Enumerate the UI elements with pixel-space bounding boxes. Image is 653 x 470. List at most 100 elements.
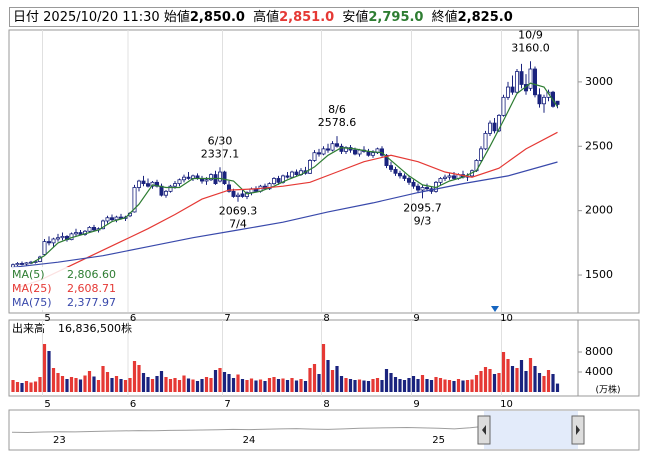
volume-bar: [263, 381, 267, 392]
volume-bar: [452, 381, 456, 392]
candle-body: [492, 122, 497, 132]
candle-body: [384, 154, 389, 166]
volume-bar: [402, 380, 407, 392]
volume-bar: [227, 374, 231, 392]
legend-name: MA(25): [12, 282, 52, 295]
candle-body: [388, 165, 393, 170]
volume-bar: [191, 379, 195, 392]
volume-bar: [65, 379, 69, 392]
volume-bar: [407, 378, 411, 392]
volume-bar: [137, 365, 141, 392]
volume-bar: [519, 360, 524, 392]
candle-body: [411, 181, 416, 187]
candle-body: [533, 68, 538, 96]
volume-bar: [537, 373, 542, 392]
candle-body: [105, 217, 110, 222]
volume-bar: [267, 378, 272, 392]
candle-body: [406, 178, 411, 183]
volume-bar: [114, 376, 119, 392]
candle-body: [420, 187, 425, 191]
y-tick-label: 8000: [585, 345, 613, 358]
label: 安値: [342, 10, 369, 25]
candle-body: [19, 263, 24, 265]
volume-bar: [434, 377, 438, 392]
x-tick-label: 9: [413, 399, 419, 410]
label: 高値: [253, 10, 280, 25]
volume-bar: [15, 382, 20, 392]
legend-name: MA(75): [12, 296, 52, 309]
volume-bar: [29, 382, 33, 392]
candle-body: [271, 178, 276, 185]
volume-bar: [249, 378, 254, 392]
volume-bar: [132, 361, 137, 392]
volume-bar: [492, 374, 497, 392]
handle-arrow[interactable]: [576, 425, 580, 435]
candle-body: [370, 152, 375, 156]
volume-bar: [272, 377, 276, 392]
volume-bar: [155, 376, 159, 392]
candle-body: [501, 96, 506, 116]
candle-body: [141, 180, 146, 185]
candle-body: [231, 190, 236, 197]
y-tick-label: 2500: [585, 139, 613, 152]
candle-body: [334, 143, 339, 147]
volume-unit: (万株): [595, 384, 620, 396]
x-tick-label: 9: [413, 313, 419, 324]
volume-bar: [438, 378, 443, 392]
y-tick-label: 1500: [585, 268, 613, 281]
volume-total: 16,836,500株: [58, 321, 132, 335]
volume-bar: [551, 374, 555, 392]
candle-body: [92, 226, 97, 231]
volume-bar: [254, 380, 258, 392]
volume-bar: [483, 367, 488, 392]
volume-bar: [375, 378, 380, 392]
navigator-selection[interactable]: [477, 411, 585, 449]
volume-bar: [105, 372, 110, 392]
x-tick-label: 6: [130, 313, 136, 324]
low: 2,795.0: [368, 10, 424, 25]
x-tick-label: 10: [500, 313, 513, 324]
volume-bar: [164, 377, 168, 392]
candle-body: [186, 176, 191, 179]
volume-bar: [209, 378, 213, 392]
y-tick-label: 3000: [585, 75, 613, 88]
volume-bar: [524, 371, 528, 392]
label: 始値: [163, 10, 190, 25]
candle-body: [42, 241, 47, 255]
volume-bar: [222, 372, 227, 392]
candle-body: [519, 71, 524, 85]
candle-body: [555, 100, 560, 105]
candle-body: [424, 187, 429, 190]
selection-window[interactable]: [484, 411, 578, 449]
candle-body: [496, 114, 501, 132]
candle-body: [451, 175, 456, 179]
candle-body: [24, 262, 29, 265]
volume-bar: [245, 380, 249, 392]
x-tick-label: 5: [44, 399, 50, 410]
x-tick-label: 5: [44, 313, 50, 324]
volume-bar: [416, 379, 420, 392]
volume-bar: [74, 378, 78, 392]
legend-name: MA(5): [12, 268, 45, 281]
volume-bar: [447, 380, 452, 392]
candle-body: [222, 171, 227, 185]
volume-bar: [456, 379, 461, 392]
volume-bar: [177, 380, 182, 392]
x-tick-label: 7: [224, 399, 230, 410]
label: 日付: [13, 10, 40, 25]
candle-body: [47, 241, 52, 244]
handle-arrow[interactable]: [482, 425, 486, 435]
volume-bar: [69, 377, 74, 392]
volume-bar: [195, 381, 200, 392]
volume-bar: [344, 378, 348, 392]
volume-bar: [56, 373, 60, 392]
candle-body: [483, 132, 488, 150]
candle-body: [352, 149, 357, 155]
navigator-line: [11, 415, 566, 434]
volume-bar: [321, 344, 326, 392]
volume-bar: [339, 376, 344, 392]
volume-bar: [281, 378, 285, 392]
candle-body: [163, 190, 168, 196]
candle-body: [132, 187, 137, 213]
candle-body: [60, 236, 65, 239]
